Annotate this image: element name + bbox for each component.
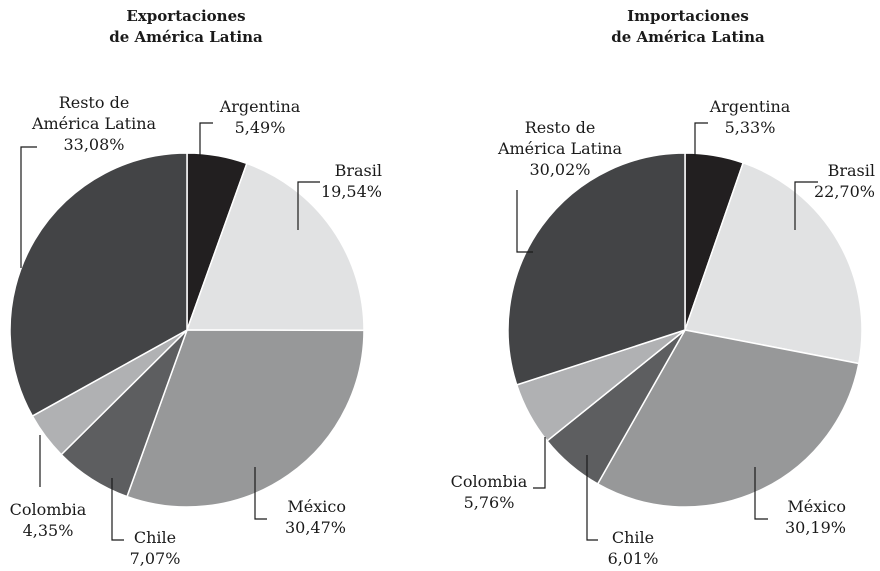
exports-label-resto-value: 33,08%: [63, 135, 125, 154]
exports-label-chile-name: Chile: [133, 528, 177, 547]
exports-label-mexico-name: México: [287, 497, 346, 516]
imports-label-chile-name: Chile: [611, 528, 655, 547]
imports-leader-argentina: [694, 122, 708, 156]
exports-title-line1: Exportaciones: [126, 7, 246, 25]
exports-leader-resto: [20, 146, 37, 268]
imports-leader-brasil: [794, 181, 818, 230]
exports-label-colombia-name: Colombia: [9, 500, 87, 519]
exports-label-argentina: Argentina 5,49%: [200, 96, 320, 138]
exports-label-argentina-name: Argentina: [219, 97, 301, 116]
imports-label-mexico: México 30,19%: [750, 496, 846, 538]
imports-slice-mexico: [596, 329, 860, 508]
imports-leader-chile: [586, 455, 598, 541]
exports-slice-resto: [9, 152, 188, 418]
imports-label-resto: Resto de América Latina 30,02%: [480, 117, 640, 180]
exports-label-argentina-value: 5,49%: [234, 118, 286, 137]
imports-slice-brasil: [684, 161, 863, 365]
imports-label-resto-value: 30,02%: [529, 160, 591, 179]
imports-leader-lines: [516, 122, 818, 541]
exports-label-brasil: Brasil 19,54%: [282, 160, 382, 202]
imports-label-chile-value: 6,01%: [607, 549, 659, 568]
exports-label-mexico-value: 30,47%: [284, 518, 346, 537]
exports-title-line2: de América Latina: [109, 28, 263, 46]
exports-label-brasil-name: Brasil: [334, 161, 382, 180]
exports-leader-argentina: [199, 122, 213, 156]
imports-pie: [507, 152, 863, 508]
imports-title-line1: Importaciones: [627, 7, 749, 25]
exports-leader-brasil: [297, 181, 320, 230]
exports-leader-mexico: [254, 467, 267, 520]
imports-label-mexico-value: 30,19%: [784, 518, 846, 537]
exports-label-resto-name-line2: América Latina: [31, 114, 157, 133]
exports-label-mexico: México 30,47%: [250, 496, 346, 538]
exports-label-chile: Chile 7,07%: [110, 527, 200, 569]
imports-label-argentina-value: 5,33%: [724, 118, 776, 137]
exports-label-brasil-value: 19,54%: [320, 182, 382, 201]
imports-label-brasil-value: 22,70%: [813, 182, 875, 201]
imports-label-colombia: Colombia 5,76%: [440, 471, 538, 513]
imports-leader-mexico: [754, 467, 768, 520]
imports-leader-resto: [516, 190, 533, 253]
exports-leader-chile: [111, 478, 124, 541]
exports-label-resto: Resto de América Latina 33,08%: [14, 92, 174, 155]
exports-chart-title: Exportaciones de América Latina: [86, 6, 286, 48]
imports-leader-colombia: [533, 437, 546, 489]
exports-label-resto-name-line1: Resto de: [58, 93, 130, 112]
imports-label-mexico-name: México: [787, 497, 846, 516]
imports-label-colombia-name: Colombia: [450, 472, 528, 491]
imports-title-line2: de América Latina: [611, 28, 765, 46]
imports-label-chile: Chile 6,01%: [588, 527, 678, 569]
exports-pie: [9, 152, 365, 508]
imports-label-colombia-value: 5,76%: [463, 493, 515, 512]
imports-chart-title: Importaciones de América Latina: [588, 6, 788, 48]
exports-label-colombia-value: 4,35%: [22, 521, 74, 540]
imports-label-argentina: Argentina 5,33%: [695, 96, 805, 138]
imports-label-brasil-name: Brasil: [827, 161, 875, 180]
imports-label-argentina-name: Argentina: [709, 97, 791, 116]
exports-slice-mexico: [126, 329, 365, 508]
exports-slice-brasil: [185, 162, 365, 332]
imports-slice-resto: [507, 152, 686, 386]
exports-leader-lines: [20, 122, 320, 541]
exports-label-chile-value: 7,07%: [129, 549, 181, 568]
imports-label-resto-name-line1: Resto de: [524, 118, 596, 137]
imports-label-resto-name-line2: América Latina: [497, 139, 623, 158]
imports-label-brasil: Brasil 22,70%: [775, 160, 875, 202]
exports-label-colombia: Colombia 4,35%: [0, 499, 96, 541]
